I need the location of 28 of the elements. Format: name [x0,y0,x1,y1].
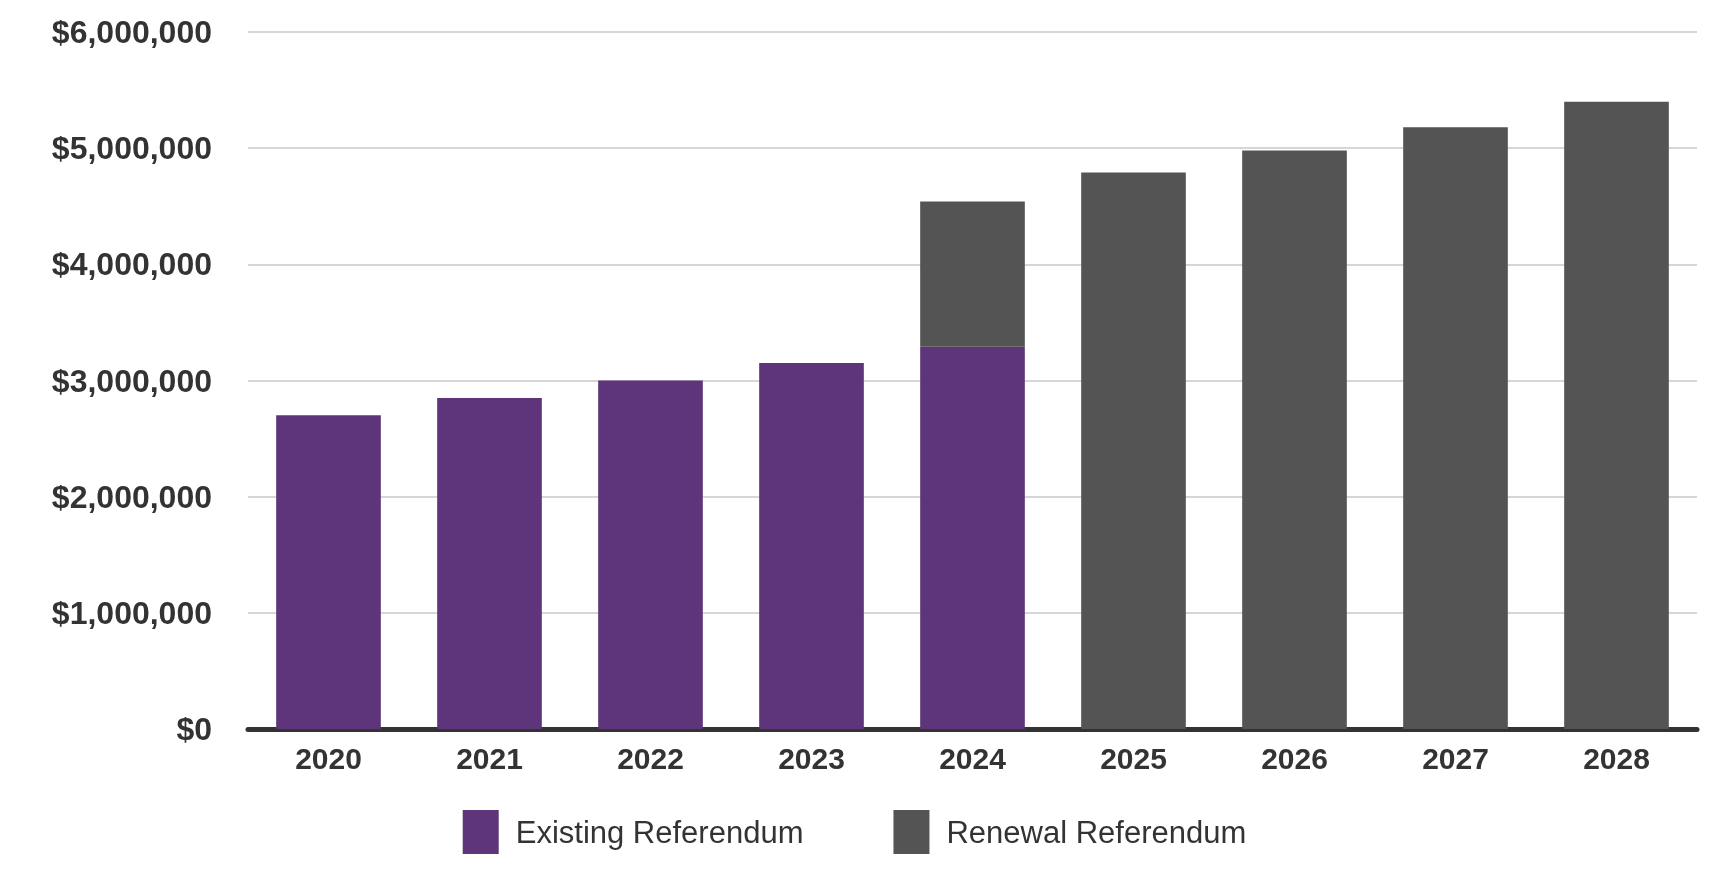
y-tick-label: $4,000,000 [51,246,212,283]
y-tick-label: $2,000,000 [51,478,212,515]
y-tick-label: $0 [176,711,212,747]
x-tick-label: 2028 [1583,741,1650,775]
bar [759,363,864,729]
bar [598,380,703,729]
y-tick-label: $3,000,000 [51,362,212,399]
bar [1564,101,1669,729]
legend-label: Renewal Referendum [946,814,1247,850]
y-tick-label: $6,000,000 [51,14,212,50]
x-tick-label: 2021 [456,741,523,775]
bar [920,346,1025,729]
x-tick-label: 2026 [1261,741,1328,775]
legend-label: Existing Referendum [515,814,804,850]
y-tick-label: $5,000,000 [51,130,212,167]
bar [276,415,381,729]
bar [1081,172,1186,729]
y-tick-label: $1,000,000 [51,594,212,631]
bar [1242,150,1347,729]
x-tick-label: 2022 [617,741,684,775]
x-tick-label: 2027 [1422,741,1489,775]
bar [1403,127,1508,729]
x-tick-label: 2020 [295,741,362,775]
bar [920,201,1025,347]
x-tick-label: 2025 [1100,741,1167,775]
bar [437,397,542,729]
x-tick-label: 2024 [939,741,1007,775]
x-tick-label: 2023 [778,741,845,775]
